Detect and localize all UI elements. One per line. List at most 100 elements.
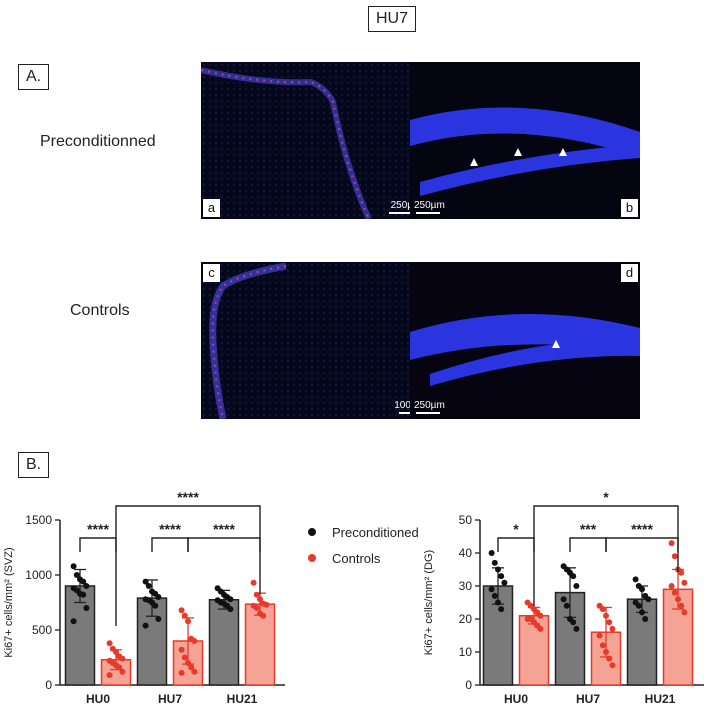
svz-data-point bbox=[260, 612, 267, 619]
scalebar-b-label: 250µm bbox=[414, 200, 445, 211]
dg-data-point bbox=[573, 583, 580, 589]
scalebar-d-label: 250µm bbox=[414, 400, 445, 411]
svz-data-point bbox=[113, 649, 119, 655]
svz-data-point bbox=[155, 616, 162, 622]
dg-y-axis-label: Ki67+ cells/mm² (DG) bbox=[423, 550, 435, 655]
svz-data-point bbox=[188, 664, 195, 671]
svz-data-point bbox=[70, 618, 77, 625]
scalebar-b: 250µm bbox=[414, 200, 445, 214]
row-label-controls: Controls bbox=[70, 302, 130, 319]
dg-data-point bbox=[639, 609, 645, 616]
micrograph-a: a 250µm bbox=[201, 62, 431, 219]
micrograph-a-image bbox=[201, 62, 431, 219]
panel-letter-a: a bbox=[203, 199, 220, 217]
svz-data-point bbox=[83, 583, 90, 589]
svz-y-tick-label: 500 bbox=[32, 623, 52, 637]
dg-x-tick-label: HU0 bbox=[504, 692, 528, 706]
svz-data-point bbox=[152, 602, 159, 609]
part-b-label: B. bbox=[18, 452, 50, 478]
dg-data-point bbox=[495, 566, 501, 573]
svz-data-point bbox=[119, 655, 126, 662]
dg-data-point bbox=[635, 602, 642, 609]
dg-significance-label: **** bbox=[631, 521, 653, 537]
scalebar-c-bar bbox=[398, 412, 421, 414]
arrowhead-icon bbox=[514, 148, 522, 156]
micrograph-b: b 250µm bbox=[410, 62, 640, 219]
svz-significance-label: **** bbox=[177, 489, 199, 505]
scalebar-c: 100µm bbox=[394, 400, 425, 414]
arrowhead-icon bbox=[552, 340, 560, 348]
dg-data-point bbox=[560, 596, 567, 603]
scalebar-a-label: 250µm bbox=[390, 200, 422, 211]
scalebar-c-label: 100µm bbox=[394, 400, 425, 411]
scalebar-b-bar bbox=[416, 212, 440, 214]
svz-data-point bbox=[73, 572, 80, 578]
dg-data-point bbox=[645, 596, 652, 603]
dg-data-point bbox=[570, 573, 577, 580]
dg-data-point bbox=[681, 579, 688, 586]
dg-data-point bbox=[675, 596, 681, 603]
svz-data-point bbox=[227, 596, 234, 603]
dg-data-point bbox=[606, 619, 613, 626]
arrowhead-icon bbox=[559, 148, 567, 156]
svz-data-point bbox=[191, 668, 198, 675]
svz-data-point bbox=[253, 605, 260, 611]
dg-data-point bbox=[678, 569, 685, 576]
dg-data-point bbox=[668, 540, 675, 547]
svz-x-tick-label: HU7 bbox=[158, 692, 182, 706]
chart-legend: Preconditioned Controls bbox=[308, 522, 419, 574]
row-label-preconditioned: Preconditionned bbox=[40, 133, 156, 150]
dg-x-tick-label: HU21 bbox=[645, 692, 676, 706]
legend-label-preconditioned: Preconditioned bbox=[332, 524, 419, 540]
svz-y-tick-label: 1500 bbox=[25, 513, 52, 527]
dg-data-point bbox=[563, 602, 570, 609]
micrograph-c-image bbox=[201, 262, 431, 419]
svz-significance-bracket bbox=[187, 537, 261, 552]
dg-data-point bbox=[639, 586, 645, 593]
svz-data-point bbox=[178, 646, 185, 653]
svz-significance-bracket bbox=[151, 537, 189, 552]
dg-data-point bbox=[488, 586, 495, 593]
legend-label-controls: Controls bbox=[332, 550, 381, 566]
dg-data-point bbox=[632, 576, 639, 583]
svz-data-point bbox=[106, 672, 113, 679]
dg-y-tick-label: 20 bbox=[459, 612, 473, 626]
dg-bar bbox=[518, 614, 550, 686]
dg-data-point bbox=[537, 625, 544, 632]
dg-y-tick-label: 40 bbox=[459, 546, 473, 560]
dg-data-point bbox=[603, 612, 609, 619]
dg-bar bbox=[590, 631, 622, 686]
svz-data-point bbox=[185, 618, 191, 625]
svz-data-point bbox=[257, 596, 263, 603]
dg-data-point bbox=[488, 550, 495, 556]
micrograph-b-image bbox=[410, 62, 640, 219]
dg-data-point bbox=[671, 553, 678, 560]
scalebar-a-bar bbox=[389, 212, 423, 214]
svz-data-point bbox=[178, 607, 185, 614]
arrowhead-icon bbox=[470, 158, 478, 166]
legend-item-controls: Controls bbox=[308, 548, 419, 568]
svz-data-point bbox=[80, 591, 87, 598]
dg-y-tick-label: 10 bbox=[459, 645, 473, 659]
legend-item-preconditioned: Preconditioned bbox=[308, 522, 419, 542]
dg-data-point bbox=[599, 642, 606, 649]
svz-data-point bbox=[155, 594, 162, 600]
svz-data-point bbox=[181, 654, 188, 661]
legend-swatch-controls bbox=[308, 554, 316, 562]
dg-data-point bbox=[495, 599, 501, 606]
dg-significance-label: * bbox=[513, 521, 519, 537]
svz-data-point bbox=[178, 669, 185, 676]
dg-data-point bbox=[491, 592, 498, 599]
svz-data-point bbox=[116, 664, 123, 671]
dg-significance-label: * bbox=[603, 489, 609, 505]
svz-data-point bbox=[145, 583, 152, 589]
legend-swatch-preconditioned bbox=[308, 528, 316, 536]
svz-significance-label: **** bbox=[87, 521, 109, 537]
svz-significance-bracket bbox=[79, 537, 117, 552]
micrograph-c: c 100µm bbox=[201, 262, 431, 419]
scalebar-a: 250µm bbox=[389, 200, 423, 214]
dg-data-point bbox=[671, 589, 678, 596]
svz-bar bbox=[208, 599, 240, 686]
dg-data-point bbox=[573, 625, 580, 632]
dg-y-tick-label: 30 bbox=[459, 579, 473, 593]
